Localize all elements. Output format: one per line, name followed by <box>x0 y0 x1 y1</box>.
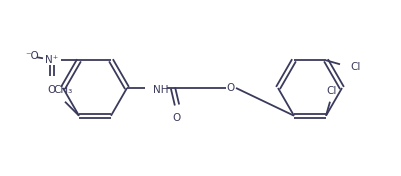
Text: CH₃: CH₃ <box>53 85 73 95</box>
Text: NH: NH <box>153 85 168 95</box>
Text: N⁺: N⁺ <box>45 55 59 65</box>
Text: Cl: Cl <box>326 86 336 96</box>
Text: O: O <box>48 85 56 95</box>
Text: Cl: Cl <box>349 62 359 72</box>
Text: O: O <box>226 83 235 93</box>
Text: O: O <box>172 113 181 123</box>
Text: ⁻O: ⁻O <box>25 51 39 61</box>
